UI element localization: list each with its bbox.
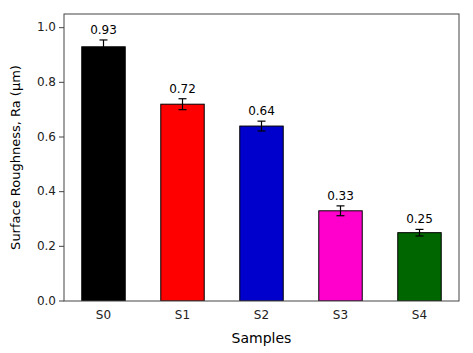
y-axis-label: Surface Roughness, Ra (μm) <box>8 65 23 250</box>
data-label: 0.64 <box>248 104 275 118</box>
error-stem <box>419 229 420 236</box>
error-stem <box>340 206 341 216</box>
chart: 0.0 0.2 0.4 0.6 0.8 1.0 0.93 0.72 0.64 0.33 0.25 S0… <box>0 0 473 353</box>
y-tick <box>59 137 64 138</box>
x-tick-label: S1 <box>175 308 190 322</box>
error-bar <box>100 40 108 54</box>
y-tick-label: 0.8 <box>37 75 56 89</box>
error-stem <box>182 99 183 110</box>
bar <box>161 104 204 301</box>
x-tick-label: S3 <box>333 308 348 322</box>
error-stem <box>261 121 262 131</box>
error-cap <box>179 109 187 110</box>
y-tick <box>59 301 64 302</box>
error-bar <box>179 99 187 110</box>
y-tick-label: 0.4 <box>37 184 56 198</box>
y-tick <box>59 27 64 28</box>
bar <box>82 47 125 301</box>
error-bar <box>258 121 266 131</box>
x-tick-label: S4 <box>412 308 427 322</box>
y-tick <box>59 191 64 192</box>
data-label: 0.72 <box>169 82 196 96</box>
bar <box>319 211 362 301</box>
bars <box>82 40 441 301</box>
data-label: 0.33 <box>327 189 354 203</box>
y-tick <box>59 82 64 83</box>
error-cap <box>416 235 424 236</box>
error-cap <box>100 39 108 40</box>
x-tick-label: S0 <box>96 308 111 322</box>
y-tick-label: 1.0 <box>37 20 56 34</box>
error-bar <box>416 229 424 236</box>
data-label: 0.25 <box>406 212 433 226</box>
x-tick-label: S2 <box>254 308 269 322</box>
y-tick <box>59 246 64 247</box>
x-axis-label: Samples <box>232 330 292 346</box>
y-tick-label: 0.6 <box>37 130 56 144</box>
error-cap <box>258 121 266 122</box>
error-stem <box>103 40 104 54</box>
data-label: 0.93 <box>90 23 117 37</box>
bar <box>398 233 441 301</box>
bar <box>240 126 283 301</box>
error-cap <box>179 98 187 99</box>
error-bar <box>337 206 345 216</box>
y-tick-label: 0.0 <box>37 294 56 308</box>
error-cap <box>337 205 345 206</box>
error-cap <box>258 130 266 131</box>
error-cap <box>416 229 424 230</box>
error-cap <box>100 53 108 54</box>
error-cap <box>337 215 345 216</box>
plot-frame <box>64 14 459 301</box>
y-tick-label: 0.2 <box>37 239 56 253</box>
